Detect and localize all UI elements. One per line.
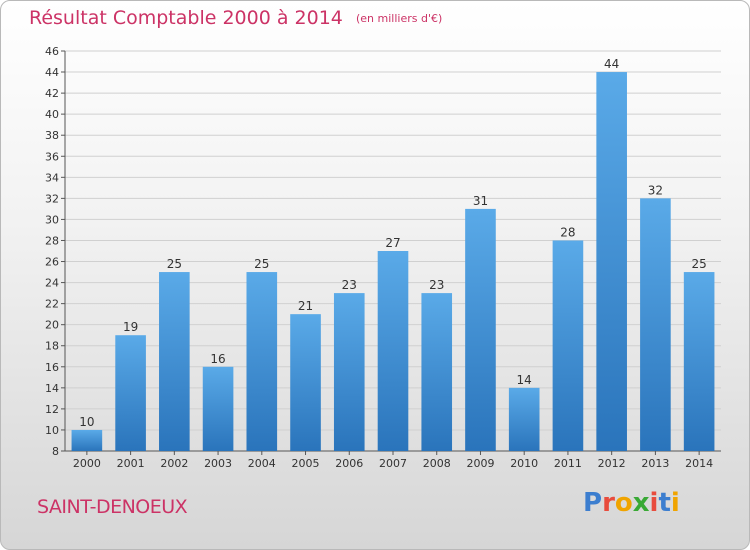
bar-2004 bbox=[246, 272, 278, 451]
x-tick-label-2000: 2000 bbox=[73, 457, 101, 470]
bar-2000 bbox=[71, 429, 103, 451]
bar-2012 bbox=[596, 72, 627, 451]
value-label-2003: 16 bbox=[210, 352, 225, 366]
value-label-2014: 25 bbox=[691, 257, 706, 271]
x-tick-label-2014: 2014 bbox=[685, 457, 713, 470]
bar-2005 bbox=[290, 314, 321, 451]
y-tick-label: 26 bbox=[45, 256, 59, 269]
title-row: Résultat Comptable 2000 à 2014 (en milli… bbox=[29, 7, 442, 29]
value-label-2002: 25 bbox=[167, 257, 182, 271]
value-label-2007: 27 bbox=[385, 236, 400, 250]
chart-subtitle: (en milliers d'€) bbox=[355, 12, 443, 25]
y-tick-label: 34 bbox=[45, 171, 59, 184]
x-tick-label-2012: 2012 bbox=[598, 457, 626, 470]
bar-2003 bbox=[202, 366, 234, 451]
logo-letter: i bbox=[670, 488, 680, 518]
x-tick-label-2011: 2011 bbox=[554, 457, 582, 470]
x-tick-label-2005: 2005 bbox=[292, 457, 320, 470]
x-tick-label-2004: 2004 bbox=[248, 457, 276, 470]
logo-letter: t bbox=[658, 488, 671, 518]
value-label-2004: 25 bbox=[254, 257, 269, 271]
value-label-2000: 10 bbox=[79, 415, 94, 429]
y-tick-label: 20 bbox=[45, 319, 59, 332]
bar-2011 bbox=[552, 240, 584, 451]
x-tick-label-2010: 2010 bbox=[510, 457, 538, 470]
value-label-2013: 32 bbox=[648, 183, 663, 197]
x-tick-label-2013: 2013 bbox=[641, 457, 669, 470]
y-tick-label: 18 bbox=[45, 340, 59, 353]
x-tick-label-2002: 2002 bbox=[160, 457, 188, 470]
y-tick-label: 10 bbox=[45, 424, 59, 437]
commune-name: SAINT-DENOEUX bbox=[37, 496, 188, 518]
y-tick-label: 12 bbox=[45, 403, 59, 416]
x-tick-label-2003: 2003 bbox=[204, 457, 232, 470]
bar-2002 bbox=[159, 272, 190, 451]
bar-2010 bbox=[508, 387, 540, 451]
y-tick-label: 14 bbox=[45, 382, 59, 395]
y-tick-label: 38 bbox=[45, 129, 59, 142]
logo-letter: x bbox=[632, 488, 650, 518]
logo-letter: r bbox=[602, 488, 615, 518]
x-tick-label-2007: 2007 bbox=[379, 457, 407, 470]
x-tick-label-2009: 2009 bbox=[466, 457, 494, 470]
chart-title: Résultat Comptable 2000 à 2014 bbox=[29, 7, 343, 29]
value-label-2001: 19 bbox=[123, 320, 138, 334]
y-tick-label: 22 bbox=[45, 298, 59, 311]
bar-2007 bbox=[377, 251, 409, 451]
value-label-2008: 23 bbox=[429, 278, 444, 292]
x-tick-label-2006: 2006 bbox=[335, 457, 363, 470]
y-tick-label: 32 bbox=[45, 192, 59, 205]
y-tick-label: 16 bbox=[45, 361, 59, 374]
y-tick-label: 46 bbox=[45, 45, 59, 58]
y-tick-label: 28 bbox=[45, 234, 59, 247]
y-tick-label: 36 bbox=[45, 150, 59, 163]
y-tick-label: 24 bbox=[45, 277, 59, 290]
value-label-2006: 23 bbox=[342, 278, 357, 292]
bar-2001 bbox=[115, 335, 146, 451]
bar-2014 bbox=[683, 272, 715, 451]
logo-letter: o bbox=[614, 488, 633, 518]
value-label-2009: 31 bbox=[473, 194, 488, 208]
y-tick-label: 8 bbox=[52, 445, 59, 458]
bar-layer bbox=[71, 72, 715, 451]
y-tick-label: 30 bbox=[45, 213, 59, 226]
value-label-2011: 28 bbox=[560, 225, 575, 239]
bar-2008 bbox=[421, 293, 453, 451]
x-tick-label-2008: 2008 bbox=[423, 457, 451, 470]
label-layer: 10 19 25 16 25 21 23 27 23 31 14 28 44 32 25 bbox=[79, 57, 707, 429]
bar-2013 bbox=[640, 198, 671, 451]
value-label-2010: 14 bbox=[517, 373, 532, 387]
y-tick-label: 42 bbox=[45, 87, 59, 100]
bar-2006 bbox=[333, 293, 365, 451]
logo-letter: i bbox=[649, 488, 659, 518]
y-tick-label: 40 bbox=[45, 108, 59, 121]
value-label-2012: 44 bbox=[604, 57, 619, 71]
x-tick-label-2001: 2001 bbox=[117, 457, 145, 470]
logo-letter: P bbox=[583, 488, 603, 518]
bar-2009 bbox=[465, 208, 496, 451]
proxiti-logo[interactable]: Proxiti bbox=[583, 488, 680, 518]
y-tick-label: 44 bbox=[45, 66, 59, 79]
value-label-2005: 21 bbox=[298, 299, 313, 313]
